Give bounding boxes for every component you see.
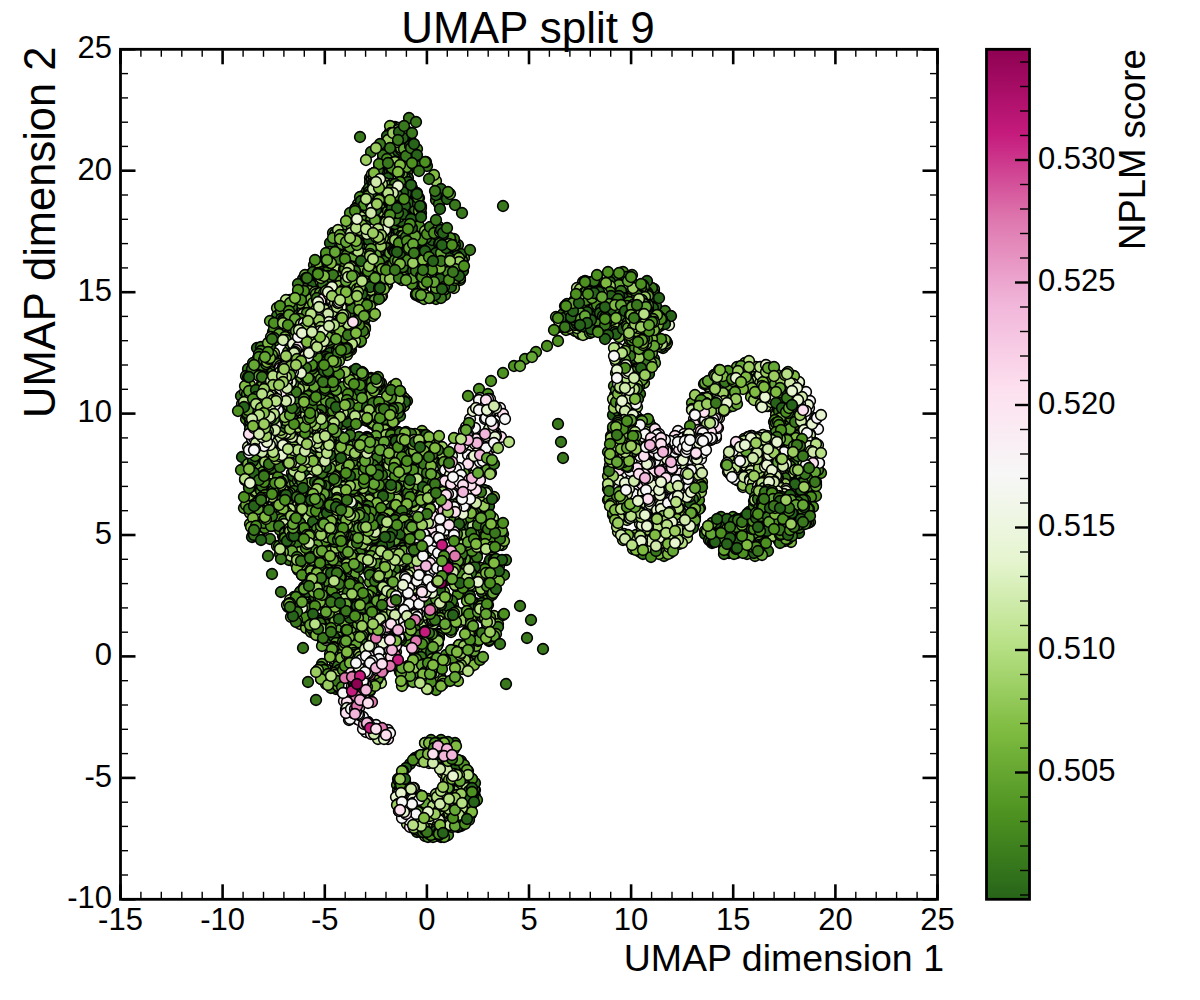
svg-text:10: 10 <box>78 394 112 429</box>
svg-text:5: 5 <box>95 516 112 551</box>
svg-text:UMAP split 9: UMAP split 9 <box>401 3 655 52</box>
svg-text:-10: -10 <box>200 902 245 937</box>
svg-text:25: 25 <box>920 902 954 937</box>
svg-text:15: 15 <box>716 902 750 937</box>
svg-text:0.520: 0.520 <box>1038 386 1116 421</box>
svg-text:10: 10 <box>614 902 648 937</box>
svg-text:20: 20 <box>818 902 852 937</box>
svg-text:15: 15 <box>78 273 112 308</box>
svg-text:NPLM score: NPLM score <box>1112 49 1153 250</box>
svg-text:0.515: 0.515 <box>1038 508 1116 543</box>
svg-text:-5: -5 <box>84 759 112 794</box>
svg-text:25: 25 <box>78 30 112 65</box>
svg-text:0.530: 0.530 <box>1038 141 1116 176</box>
svg-text:0.505: 0.505 <box>1038 753 1116 788</box>
svg-text:UMAP dimension 1: UMAP dimension 1 <box>624 937 944 979</box>
svg-text:0.525: 0.525 <box>1038 263 1116 298</box>
svg-text:0: 0 <box>418 902 435 937</box>
svg-text:0: 0 <box>95 637 112 672</box>
svg-text:0.510: 0.510 <box>1038 631 1116 666</box>
svg-text:UMAP dimension 2: UMAP dimension 2 <box>16 46 64 418</box>
svg-text:-5: -5 <box>311 902 339 937</box>
svg-text:20: 20 <box>78 152 112 187</box>
svg-text:5: 5 <box>520 902 537 937</box>
svg-text:-10: -10 <box>67 880 112 915</box>
